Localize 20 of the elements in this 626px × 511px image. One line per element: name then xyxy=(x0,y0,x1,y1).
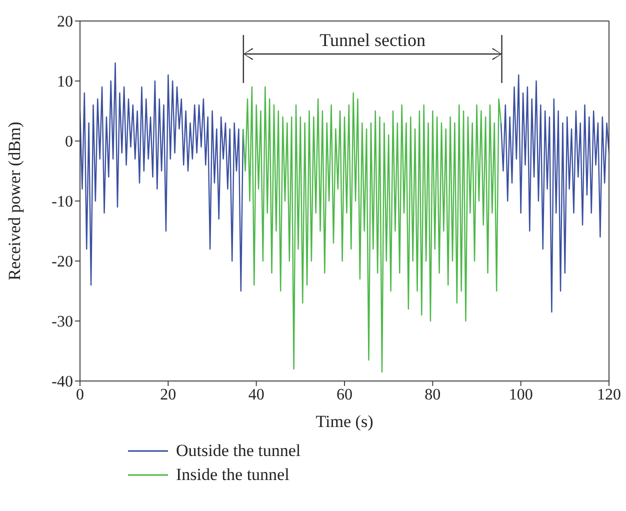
y-tick-label: 20 xyxy=(57,14,73,31)
x-tick-label: 0 xyxy=(76,386,84,404)
legend-label: Outside the tunnel xyxy=(176,441,301,461)
x-tick-label: 80 xyxy=(424,386,441,404)
y-tick-label: 0 xyxy=(65,134,73,151)
y-axis-title: Received power (dBm) xyxy=(5,122,24,280)
x-tick-label: 100 xyxy=(508,386,533,404)
x-tick-label: 120 xyxy=(597,386,621,404)
y-tick-label: -20 xyxy=(52,254,73,271)
x-tick-label: 20 xyxy=(160,386,176,404)
x-tick-label: 40 xyxy=(248,386,264,404)
y-tick-label: -10 xyxy=(52,194,73,211)
y-tick-label: -30 xyxy=(52,314,73,331)
annotation: Tunnel section xyxy=(320,30,426,51)
x-tick-label: 60 xyxy=(336,386,352,404)
y-tick-label: -40 xyxy=(52,374,73,391)
x-axis-title: Time (s) xyxy=(316,412,374,431)
y-tick-label: 10 xyxy=(57,74,73,91)
legend-label: Inside the tunnel xyxy=(176,465,290,485)
line-series xyxy=(242,86,502,373)
